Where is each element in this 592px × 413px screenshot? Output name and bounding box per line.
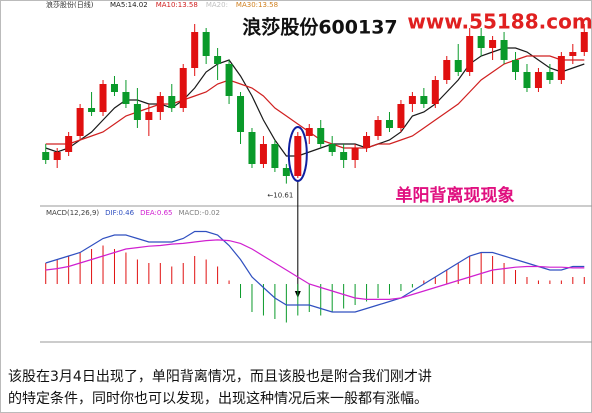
candle-body xyxy=(466,36,474,72)
candle-body xyxy=(65,136,73,152)
indicator-label: MA10:13.58 xyxy=(156,1,198,9)
body-text: 的特定条件，同时你也可以发现，出现这种情况后来一般都有涨幅。 xyxy=(8,390,428,407)
candle-body xyxy=(225,64,233,96)
candle-body xyxy=(168,96,176,108)
candle-body xyxy=(351,148,359,160)
annotation: 单阳背离现现象 xyxy=(396,185,515,206)
candle-body xyxy=(76,108,84,136)
candle-body xyxy=(500,40,508,60)
candle-body xyxy=(145,112,153,120)
candle-body xyxy=(53,152,61,160)
candle-body xyxy=(294,136,302,176)
candle-body xyxy=(443,60,451,80)
candle-body xyxy=(454,60,462,72)
candle-body xyxy=(282,168,290,176)
watermark: www.55188.com xyxy=(407,10,592,34)
dif-line xyxy=(45,230,585,313)
macd-label: MACD(12,26,9) xyxy=(46,209,99,217)
candle-body xyxy=(214,56,222,64)
candle-body xyxy=(99,84,107,112)
candle-body xyxy=(512,60,520,72)
indicator-label: MA20: xyxy=(206,1,228,9)
candle-body xyxy=(489,40,497,48)
candle-body xyxy=(122,92,130,104)
candle-body xyxy=(431,80,439,104)
low-label: ←10.61 xyxy=(267,192,293,200)
candle-body xyxy=(546,72,554,80)
candle-body xyxy=(191,32,199,68)
candle-body xyxy=(202,32,210,56)
highlight-circle xyxy=(287,126,308,182)
candle-body xyxy=(271,144,279,168)
indicator-label: MA5:14.02 xyxy=(110,1,148,9)
candle-body xyxy=(42,152,50,160)
chart-title: 浪莎股份600137 xyxy=(242,16,397,39)
candle-body xyxy=(397,104,405,128)
candle-body xyxy=(328,144,336,152)
macd-label: MACD:-0.02 xyxy=(179,209,220,217)
candle-body xyxy=(156,96,164,112)
macd-label: DIF:0.46 xyxy=(105,209,134,217)
candle-body xyxy=(110,84,118,92)
candle-body xyxy=(179,68,187,108)
candle-body xyxy=(133,104,141,120)
candle-body xyxy=(408,96,416,104)
candle-body xyxy=(569,52,577,56)
candle-body xyxy=(477,36,485,48)
candle-body xyxy=(340,152,348,160)
candle-body xyxy=(305,128,313,136)
candle-body xyxy=(259,144,267,164)
ma-line xyxy=(45,47,585,157)
candle-body xyxy=(88,108,96,112)
stock-label: 浪莎股份(日线) xyxy=(46,0,94,9)
candle-body xyxy=(420,96,428,104)
candle-body xyxy=(385,120,393,128)
candle-body xyxy=(534,72,542,88)
dea-line xyxy=(45,239,585,300)
candle-body xyxy=(523,72,531,88)
candle-body xyxy=(557,56,565,80)
indicator-label: MA30:13.58 xyxy=(236,1,278,9)
candle-body xyxy=(248,132,256,164)
body-text: 该股在3月4日出现了，单阳背离情况，而且该股也是附合我们刚才讲 xyxy=(8,368,432,385)
candle-body xyxy=(237,96,245,132)
macd-label: DEA:0.65 xyxy=(140,209,172,217)
candle-body xyxy=(317,128,325,144)
candle-body xyxy=(374,120,382,136)
candle-body xyxy=(580,32,588,52)
candle-body xyxy=(363,136,371,148)
